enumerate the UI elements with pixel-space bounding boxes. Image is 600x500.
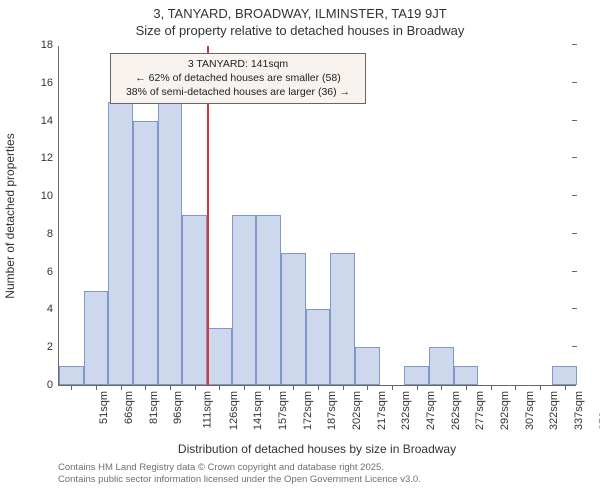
x-tick-mark (293, 385, 294, 390)
histogram-bar (133, 121, 158, 385)
annotation-line-1: 3 TANYARD: 141sqm (117, 57, 359, 71)
y-tick-label: 14 (41, 115, 59, 127)
x-tick-mark (565, 385, 566, 390)
y-tick-mark (572, 308, 577, 309)
x-tick-label: 66sqm (123, 391, 135, 424)
histogram-bar (429, 347, 454, 385)
y-tick-label: 10 (41, 190, 59, 202)
x-tick-mark (121, 385, 122, 390)
x-tick-mark (343, 385, 344, 390)
y-tick-label: 12 (41, 152, 59, 164)
histogram-bar (207, 328, 232, 385)
x-tick-mark (392, 385, 393, 390)
y-tick-label: 6 (47, 266, 59, 278)
x-tick-mark (417, 385, 418, 390)
y-tick-label: 18 (41, 39, 59, 51)
y-tick-mark (572, 82, 577, 83)
x-tick-mark (170, 385, 171, 390)
histogram-bar (182, 215, 207, 385)
x-tick-label: 172sqm (302, 391, 314, 430)
histogram-bar (281, 253, 306, 385)
x-tick-label: 141sqm (252, 391, 264, 430)
x-tick-mark (540, 385, 541, 390)
credit-line-1: Contains HM Land Registry data © Crown c… (58, 462, 421, 474)
x-tick-mark (318, 385, 319, 390)
x-tick-label: 202sqm (351, 391, 363, 430)
x-tick-label: 247sqm (425, 391, 437, 430)
histogram-bar (256, 215, 281, 385)
x-tick-label: 262sqm (450, 391, 462, 430)
y-axis-label: Number of detached properties (3, 133, 17, 298)
histogram-bar (59, 366, 84, 385)
x-tick-label: 111sqm (202, 391, 214, 429)
x-tick-label: 337sqm (573, 391, 585, 430)
x-tick-mark (367, 385, 368, 390)
y-tick-mark (572, 44, 577, 45)
x-tick-mark (466, 385, 467, 390)
x-tick-label: 157sqm (277, 391, 289, 430)
x-tick-label: 277sqm (474, 391, 486, 430)
y-tick-mark (572, 120, 577, 121)
title-line-1: 3, TANYARD, BROADWAY, ILMINSTER, TA19 9J… (0, 6, 600, 23)
histogram-bar (84, 291, 109, 385)
x-tick-mark (219, 385, 220, 390)
y-tick-mark (572, 233, 577, 234)
x-tick-label: 51sqm (98, 391, 110, 424)
x-axis-label: Distribution of detached houses by size … (178, 442, 456, 456)
y-tick-mark (572, 195, 577, 196)
x-tick-mark (515, 385, 516, 390)
x-tick-label: 217sqm (376, 391, 388, 430)
title-line-2: Size of property relative to detached ho… (0, 23, 600, 40)
x-tick-mark (195, 385, 196, 390)
y-tick-label: 0 (47, 379, 59, 391)
x-tick-mark (244, 385, 245, 390)
x-tick-mark (145, 385, 146, 390)
histogram-bar (454, 366, 479, 385)
x-tick-mark (491, 385, 492, 390)
histogram-bar (552, 366, 577, 385)
x-tick-label: 232sqm (400, 391, 412, 430)
x-tick-label: 126sqm (228, 391, 240, 430)
y-tick-mark (572, 271, 577, 272)
y-tick-label: 4 (47, 303, 59, 315)
histogram-bar (355, 347, 380, 385)
y-tick-mark (572, 346, 577, 347)
histogram-bar (404, 366, 429, 385)
x-tick-label: 187sqm (326, 391, 338, 430)
credit-text: Contains HM Land Registry data © Crown c… (58, 462, 421, 487)
x-tick-mark (441, 385, 442, 390)
y-tick-label: 2 (47, 341, 59, 353)
x-tick-mark (96, 385, 97, 390)
credit-line-2: Contains public sector information licen… (58, 474, 421, 486)
x-tick-label: 322sqm (548, 391, 560, 430)
y-tick-mark (572, 157, 577, 158)
y-tick-label: 8 (47, 228, 59, 240)
chart-container: 3, TANYARD, BROADWAY, ILMINSTER, TA19 9J… (0, 0, 600, 500)
histogram-bar (108, 102, 133, 385)
x-tick-label: 81sqm (148, 391, 160, 424)
y-tick-label: 16 (41, 77, 59, 89)
histogram-bar (306, 309, 331, 385)
histogram-bar (330, 253, 355, 385)
x-tick-label: 292sqm (499, 391, 511, 430)
annotation-box: 3 TANYARD: 141sqm ← 62% of detached hous… (110, 53, 366, 104)
annotation-line-2: ← 62% of detached houses are smaller (58… (117, 71, 359, 85)
histogram-bar (232, 215, 257, 385)
x-tick-mark (269, 385, 270, 390)
x-tick-label: 96sqm (172, 391, 184, 424)
annotation-line-3: 38% of semi-detached houses are larger (… (117, 85, 359, 99)
histogram-bar (158, 102, 183, 385)
chart-title: 3, TANYARD, BROADWAY, ILMINSTER, TA19 9J… (0, 0, 600, 40)
x-tick-mark (71, 385, 72, 390)
x-tick-label: 307sqm (524, 391, 536, 430)
